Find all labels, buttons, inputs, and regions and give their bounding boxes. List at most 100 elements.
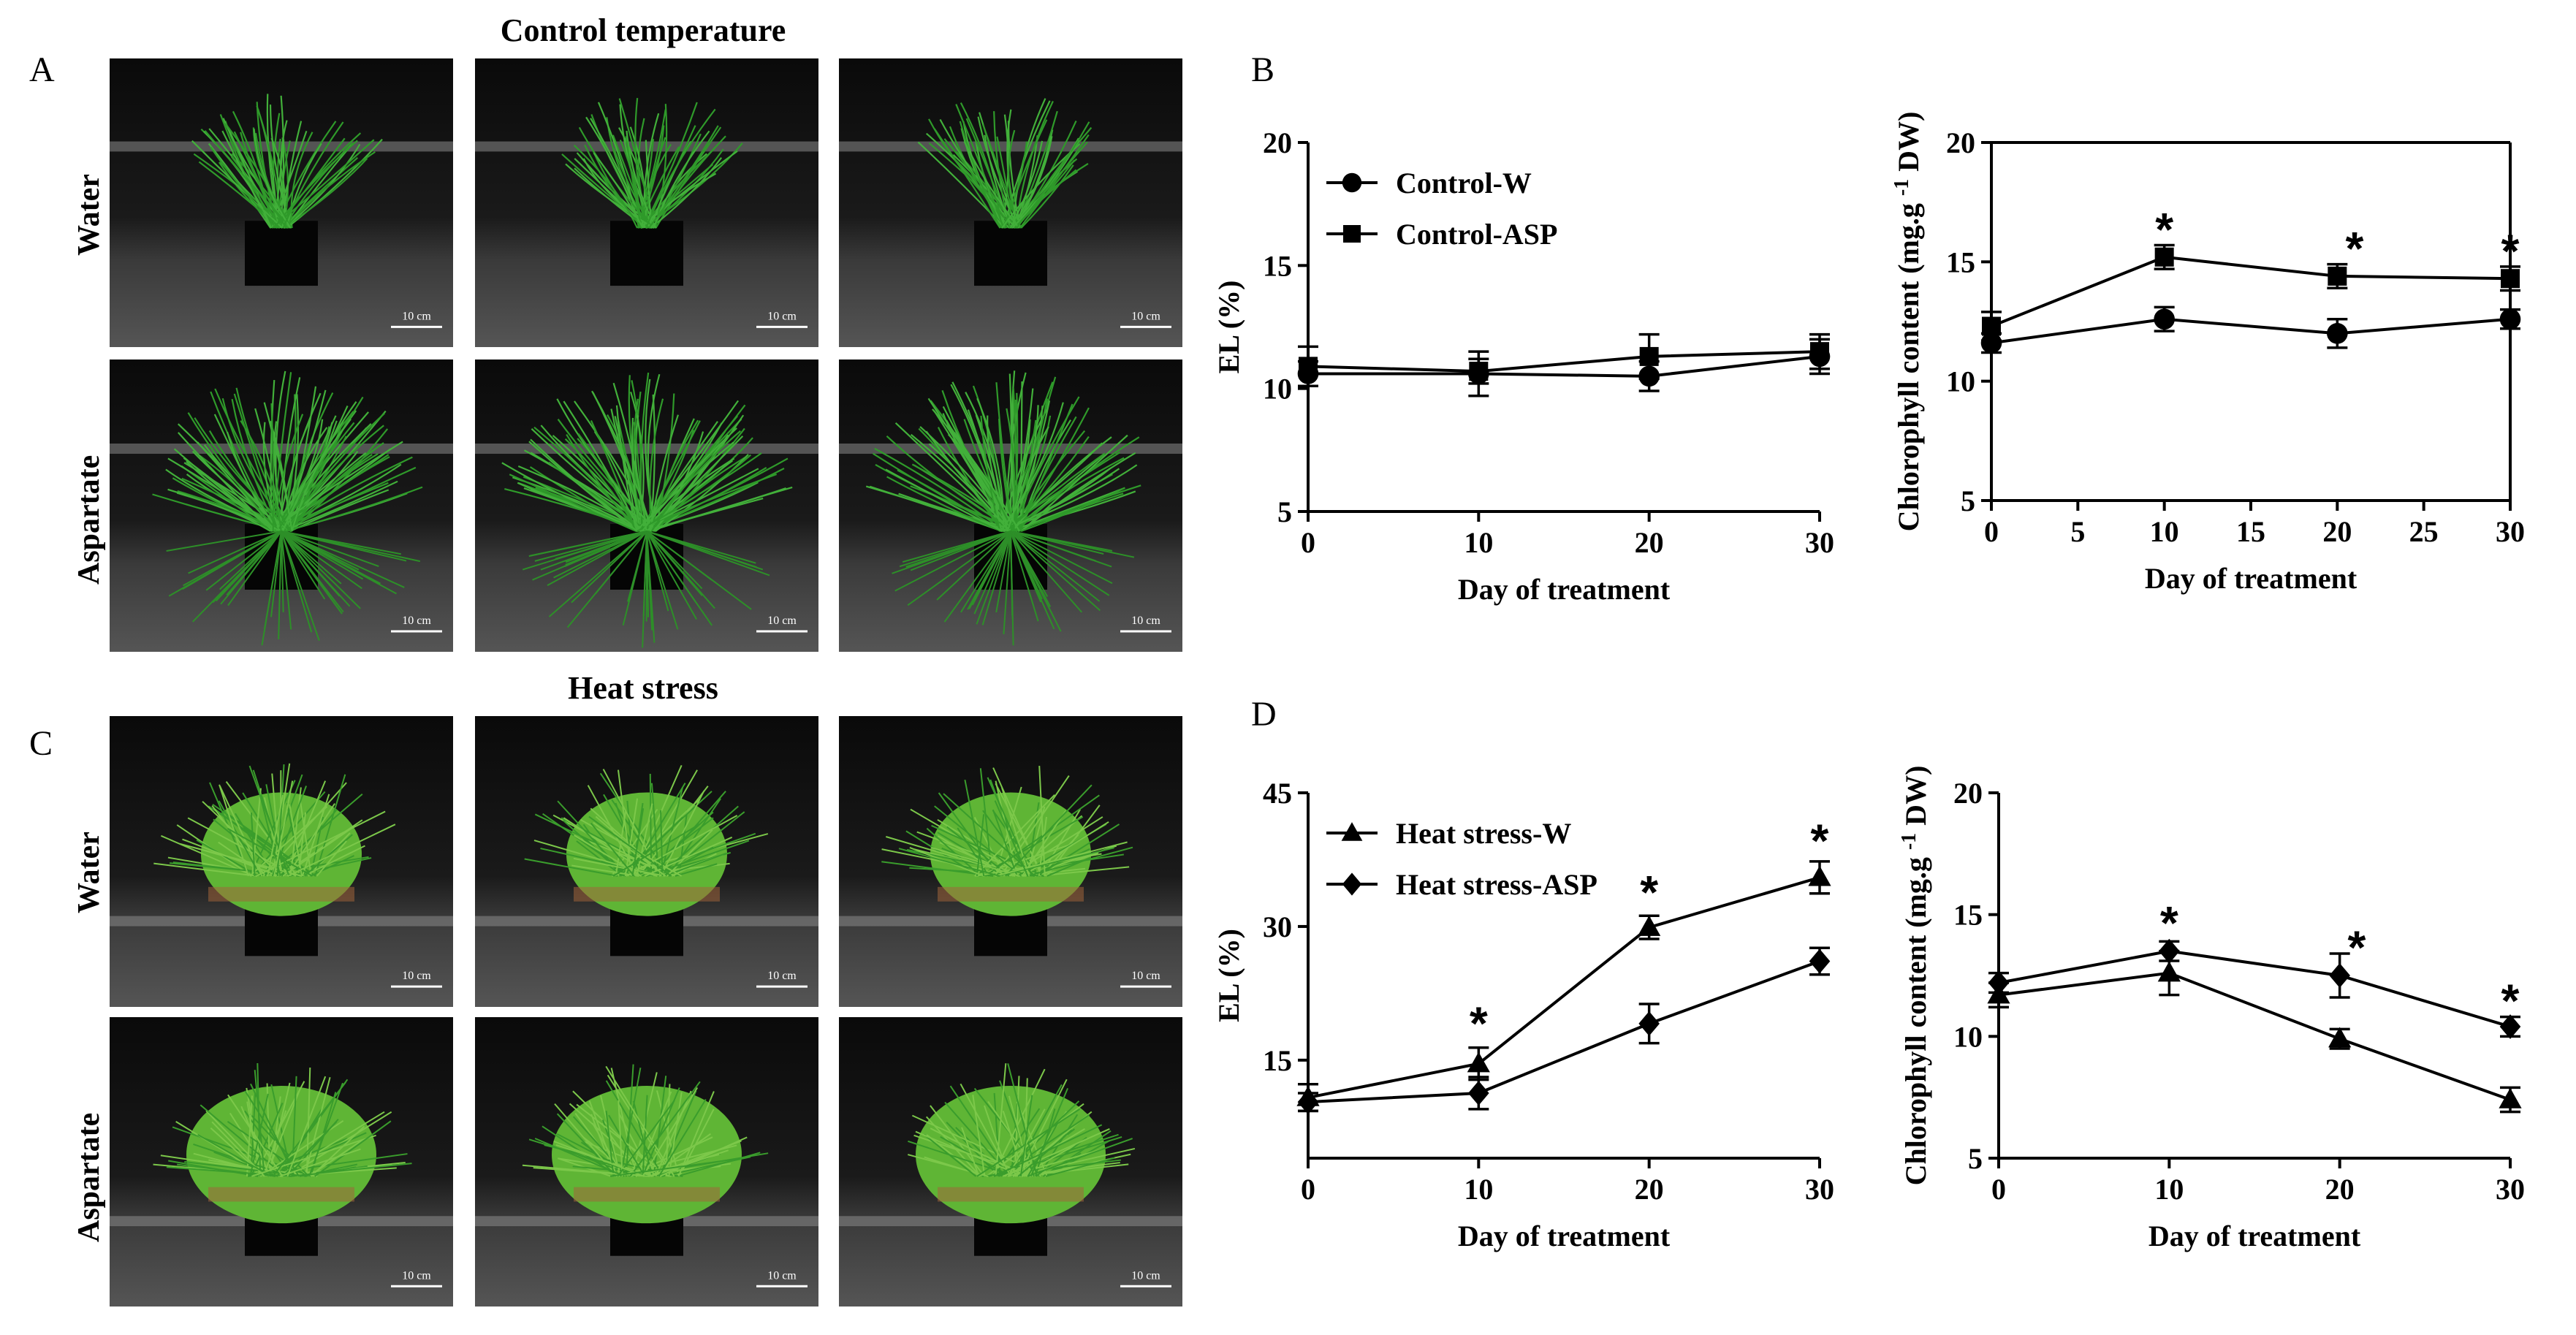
y-tick-label: 5 xyxy=(1961,484,1975,517)
series-line xyxy=(1991,255,2511,328)
scale-bar-label: 10 cm xyxy=(767,1269,797,1282)
x-tick-label: 0 xyxy=(1301,1173,1315,1206)
y-tick-label: 5 xyxy=(1277,495,1292,528)
significance-star: * xyxy=(2160,897,2178,949)
data-point xyxy=(1639,346,1659,366)
data-point xyxy=(2327,323,2348,344)
scale-bar-label: 10 cm xyxy=(402,311,431,323)
series-heat-stress-asp xyxy=(1988,938,2521,1039)
plant-photo: 10 cm xyxy=(839,360,1182,652)
legend-marker xyxy=(1341,822,1363,841)
plant-photo: 10 cm xyxy=(110,1017,453,1307)
series-control-asp xyxy=(1981,243,2520,342)
y-tick-label: 45 xyxy=(1263,777,1292,810)
significance-star: * xyxy=(2155,203,2173,256)
data-point xyxy=(2499,1087,2522,1108)
row-label-control-aspartate: Aspartate xyxy=(72,454,106,585)
x-tick-label: 0 xyxy=(1984,515,1999,548)
data-point xyxy=(2499,1014,2521,1039)
pot xyxy=(974,221,1047,286)
x-tick-label: 10 xyxy=(2154,1173,2184,1206)
plant-photo: 10 cm xyxy=(839,1017,1182,1307)
y-tick-label: 10 xyxy=(1263,373,1292,406)
series-line xyxy=(1998,971,2511,1101)
y-tick-label: 20 xyxy=(1263,126,1292,159)
pot xyxy=(245,221,318,286)
scale-bar-label: 10 cm xyxy=(1131,1269,1160,1282)
plant-photo: 10 cm xyxy=(475,58,818,347)
x-tick-label: 0 xyxy=(1991,1173,2006,1206)
scale-bar-label: 10 cm xyxy=(402,615,431,627)
scale-bar-label: 10 cm xyxy=(1131,615,1160,627)
series-control-w xyxy=(1980,305,2521,354)
x-tick-label: 15 xyxy=(2236,515,2265,548)
data-point xyxy=(2501,269,2520,289)
significance-star: * xyxy=(2346,222,2364,275)
x-tick-label: 20 xyxy=(2325,1173,2355,1206)
plant-photo: 10 cm xyxy=(475,716,818,1007)
data-point xyxy=(1808,865,1831,886)
data-point xyxy=(2328,1027,2352,1048)
y-tick-label: 30 xyxy=(1263,910,1292,943)
panel-letter-b: B xyxy=(1251,50,1275,89)
plant-photo: 10 cm xyxy=(475,1017,818,1307)
scale-bar-label: 10 cm xyxy=(402,1269,431,1282)
x-axis-title: Day of treatment xyxy=(1458,1220,1671,1252)
scale-bar-label: 10 cm xyxy=(1131,970,1160,982)
panel-letter-a: A xyxy=(29,50,55,89)
x-tick-label: 10 xyxy=(2150,515,2179,548)
x-tick-label: 25 xyxy=(2409,515,2439,548)
chart-b-el: 5 10 15 20 0 10 20 30 Day of treatment EL (%) Cont… xyxy=(1198,110,1856,636)
data-point xyxy=(2328,266,2347,286)
chart-d-el-svg: 15 30 45 0 10 20 30 Day of treatment EL (%) * * * He… xyxy=(1212,777,1834,1252)
y-axis-title: Chlorophyll content (mg.g -1 DW) xyxy=(1891,112,1925,532)
data-point xyxy=(2154,308,2175,330)
row-label-heat-water: Water xyxy=(72,832,106,913)
chart-b-chlorophyll: 5 10 15 20 0 5 10 15 20 25 30 Day of treatment Chlor… xyxy=(1885,110,2543,636)
series-line xyxy=(1308,354,1820,378)
pot xyxy=(610,221,683,286)
y-tick-label: 5 xyxy=(1968,1142,1983,1175)
series-line xyxy=(1991,317,2511,345)
x-tick-label: 30 xyxy=(2496,515,2525,548)
legend-marker xyxy=(1342,872,1362,896)
x-tick-label: 10 xyxy=(1464,526,1493,559)
scale-bar-label: 10 cm xyxy=(767,615,797,627)
data-point xyxy=(2154,247,2174,267)
y-tick-label: 15 xyxy=(1953,899,1983,932)
y-axis-title: EL (%) xyxy=(1212,281,1245,374)
series-heat-stress-asp xyxy=(1297,946,1831,1115)
plant-photo: 10 cm xyxy=(475,360,818,652)
series-control-asp xyxy=(1298,332,1830,388)
series-line xyxy=(1307,875,1820,1100)
data-point xyxy=(2499,308,2521,330)
legend-marker xyxy=(1343,225,1361,243)
y-axis-title: Chlorophyll content (mg.g -1 DW) xyxy=(1898,766,1932,1186)
series-heat-stress-w xyxy=(1987,949,2522,1114)
x-tick-label: 20 xyxy=(2322,515,2352,548)
plant-photo: 10 cm xyxy=(110,58,453,347)
significance-star: * xyxy=(2501,975,2520,1027)
chart-d-chlorophyll-svg: 5 10 15 20 0 10 20 30 Day of treatment Chlorophyl… xyxy=(1898,766,2525,1252)
row-label-heat-aspartate: Aspartate xyxy=(72,1112,106,1242)
data-point xyxy=(1468,1081,1489,1106)
x-axis-title: Day of treatment xyxy=(2145,562,2357,595)
x-tick-label: 20 xyxy=(1635,526,1664,559)
y-tick-label: 15 xyxy=(1263,249,1292,282)
y-tick-label: 15 xyxy=(1946,246,1975,278)
data-point xyxy=(1299,357,1318,376)
data-point xyxy=(1467,1051,1490,1073)
panel-letter-c: C xyxy=(29,724,53,763)
data-point xyxy=(1809,948,1831,974)
y-tick-label: 20 xyxy=(1946,126,1975,159)
heat-stress-title: Heat stress xyxy=(568,670,718,706)
data-point xyxy=(1982,316,2001,336)
y-tick-label: 10 xyxy=(1946,365,1975,398)
x-tick-label: 30 xyxy=(2496,1173,2525,1206)
plant-photo: 10 cm xyxy=(839,716,1182,1007)
data-point xyxy=(2157,961,2181,982)
plant-photo: 10 cm xyxy=(839,58,1182,347)
x-tick-label: 20 xyxy=(1635,1173,1664,1206)
series-line xyxy=(1307,959,1820,1104)
significance-star: * xyxy=(2348,921,2366,973)
